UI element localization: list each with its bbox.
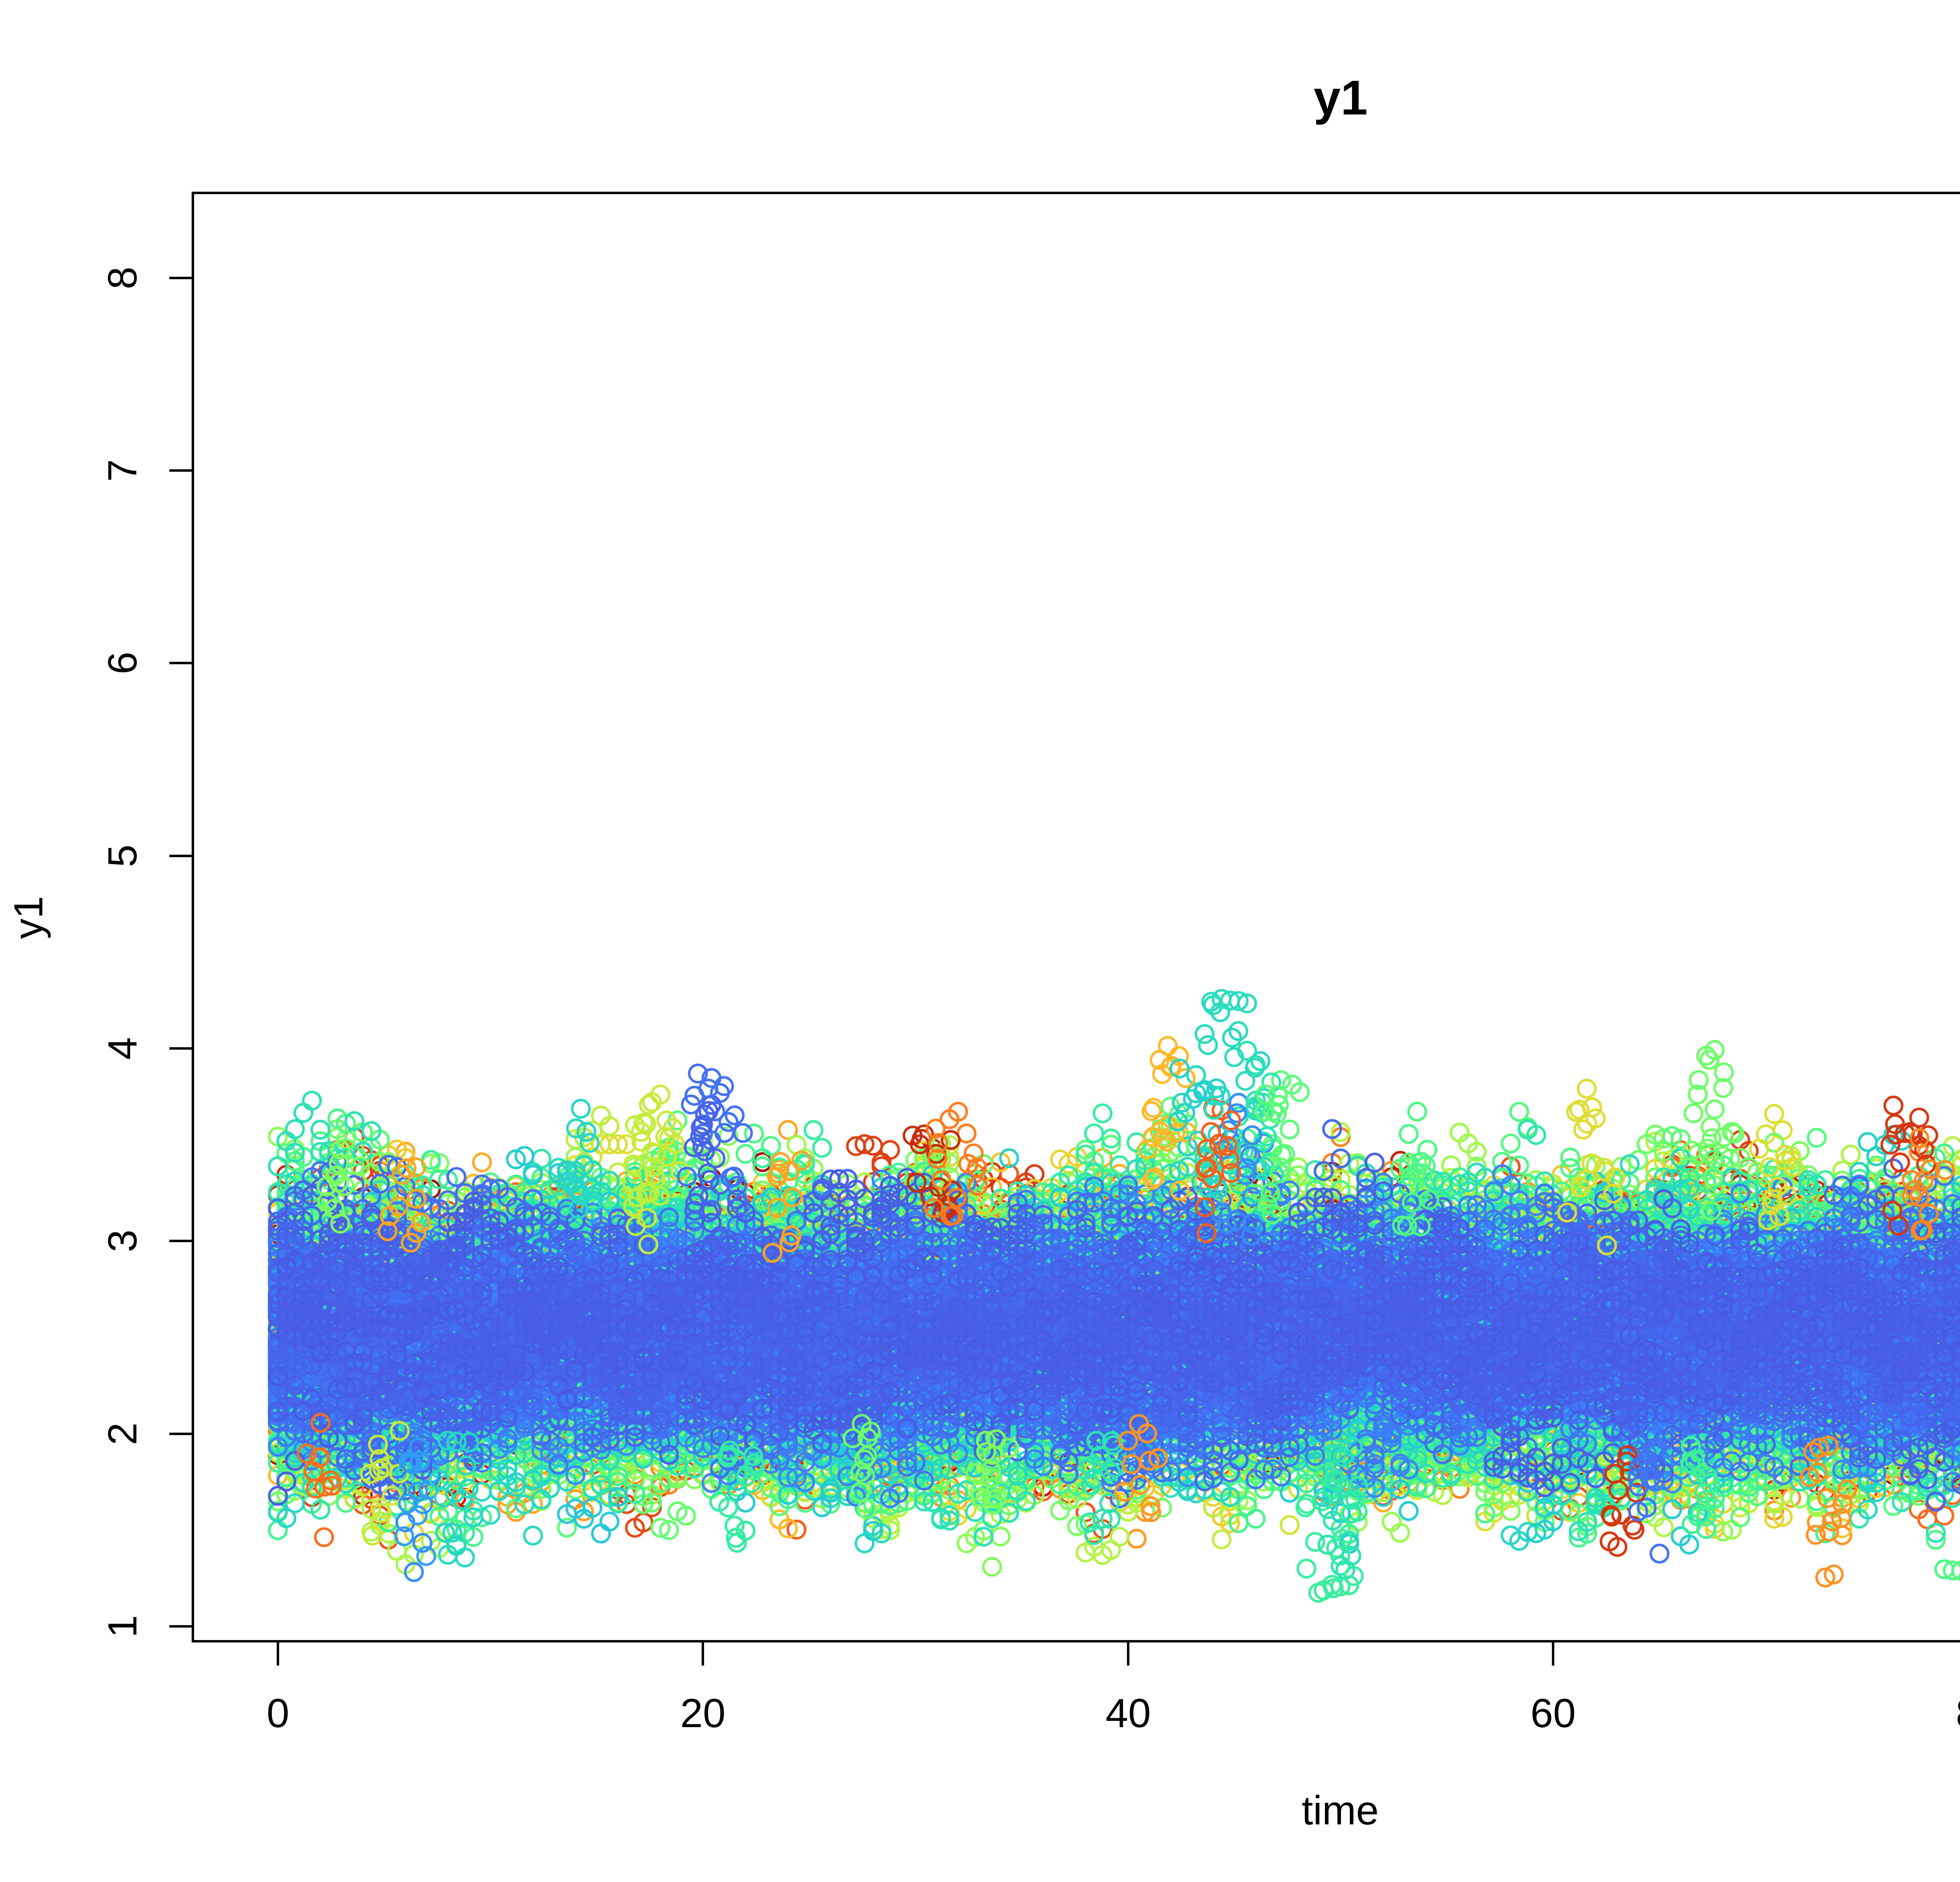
svg-text:40: 40 [1105,1691,1151,1736]
svg-text:60: 60 [1530,1691,1576,1736]
svg-text:0: 0 [267,1691,289,1736]
svg-text:8: 8 [100,267,145,289]
svg-text:y1: y1 [1314,71,1368,125]
svg-text:6: 6 [100,652,145,674]
svg-text:7: 7 [100,459,145,482]
svg-text:5: 5 [100,845,145,867]
svg-text:3: 3 [100,1230,145,1252]
svg-text:80: 80 [1956,1691,1960,1736]
svg-text:2: 2 [100,1422,145,1445]
svg-text:20: 20 [680,1691,726,1736]
svg-text:time: time [1302,1788,1379,1833]
svg-text:1: 1 [100,1615,145,1638]
svg-text:y1: y1 [6,896,51,939]
svg-text:4: 4 [100,1037,145,1060]
